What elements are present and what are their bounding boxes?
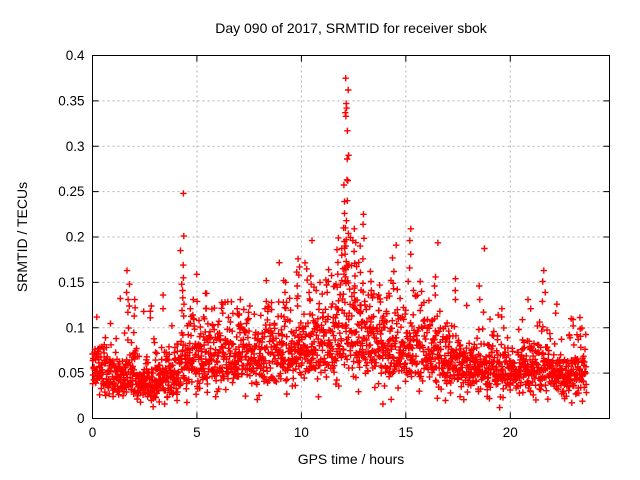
x-tick-label: 0 [89,425,97,440]
plot-border [92,55,610,419]
x-tick-label: 10 [294,425,309,440]
y-tick-label: 0.25 [58,184,84,199]
y-tick-label: 0.05 [58,366,84,381]
x-axis-label: GPS time / hours [298,451,405,467]
y-tick-label: 0.1 [66,320,85,335]
y-tick-label: 0.4 [66,48,85,63]
y-tick-label: 0.2 [66,230,85,245]
y-tick-label: 0.3 [66,139,85,154]
x-tick-label: 20 [503,425,518,440]
y-axis-label: SRMTID / TECUs [14,182,30,292]
y-tick-label: 0 [77,411,85,426]
scatter-points-srmtid [89,75,590,411]
x-tick-label: 5 [193,425,201,440]
x-tick-label: 15 [398,425,413,440]
chart-title: Day 090 of 2017, SRMTID for receiver sbo… [215,20,488,36]
y-tick-label: 0.15 [58,275,84,290]
y-tick-label: 0.35 [58,93,84,108]
